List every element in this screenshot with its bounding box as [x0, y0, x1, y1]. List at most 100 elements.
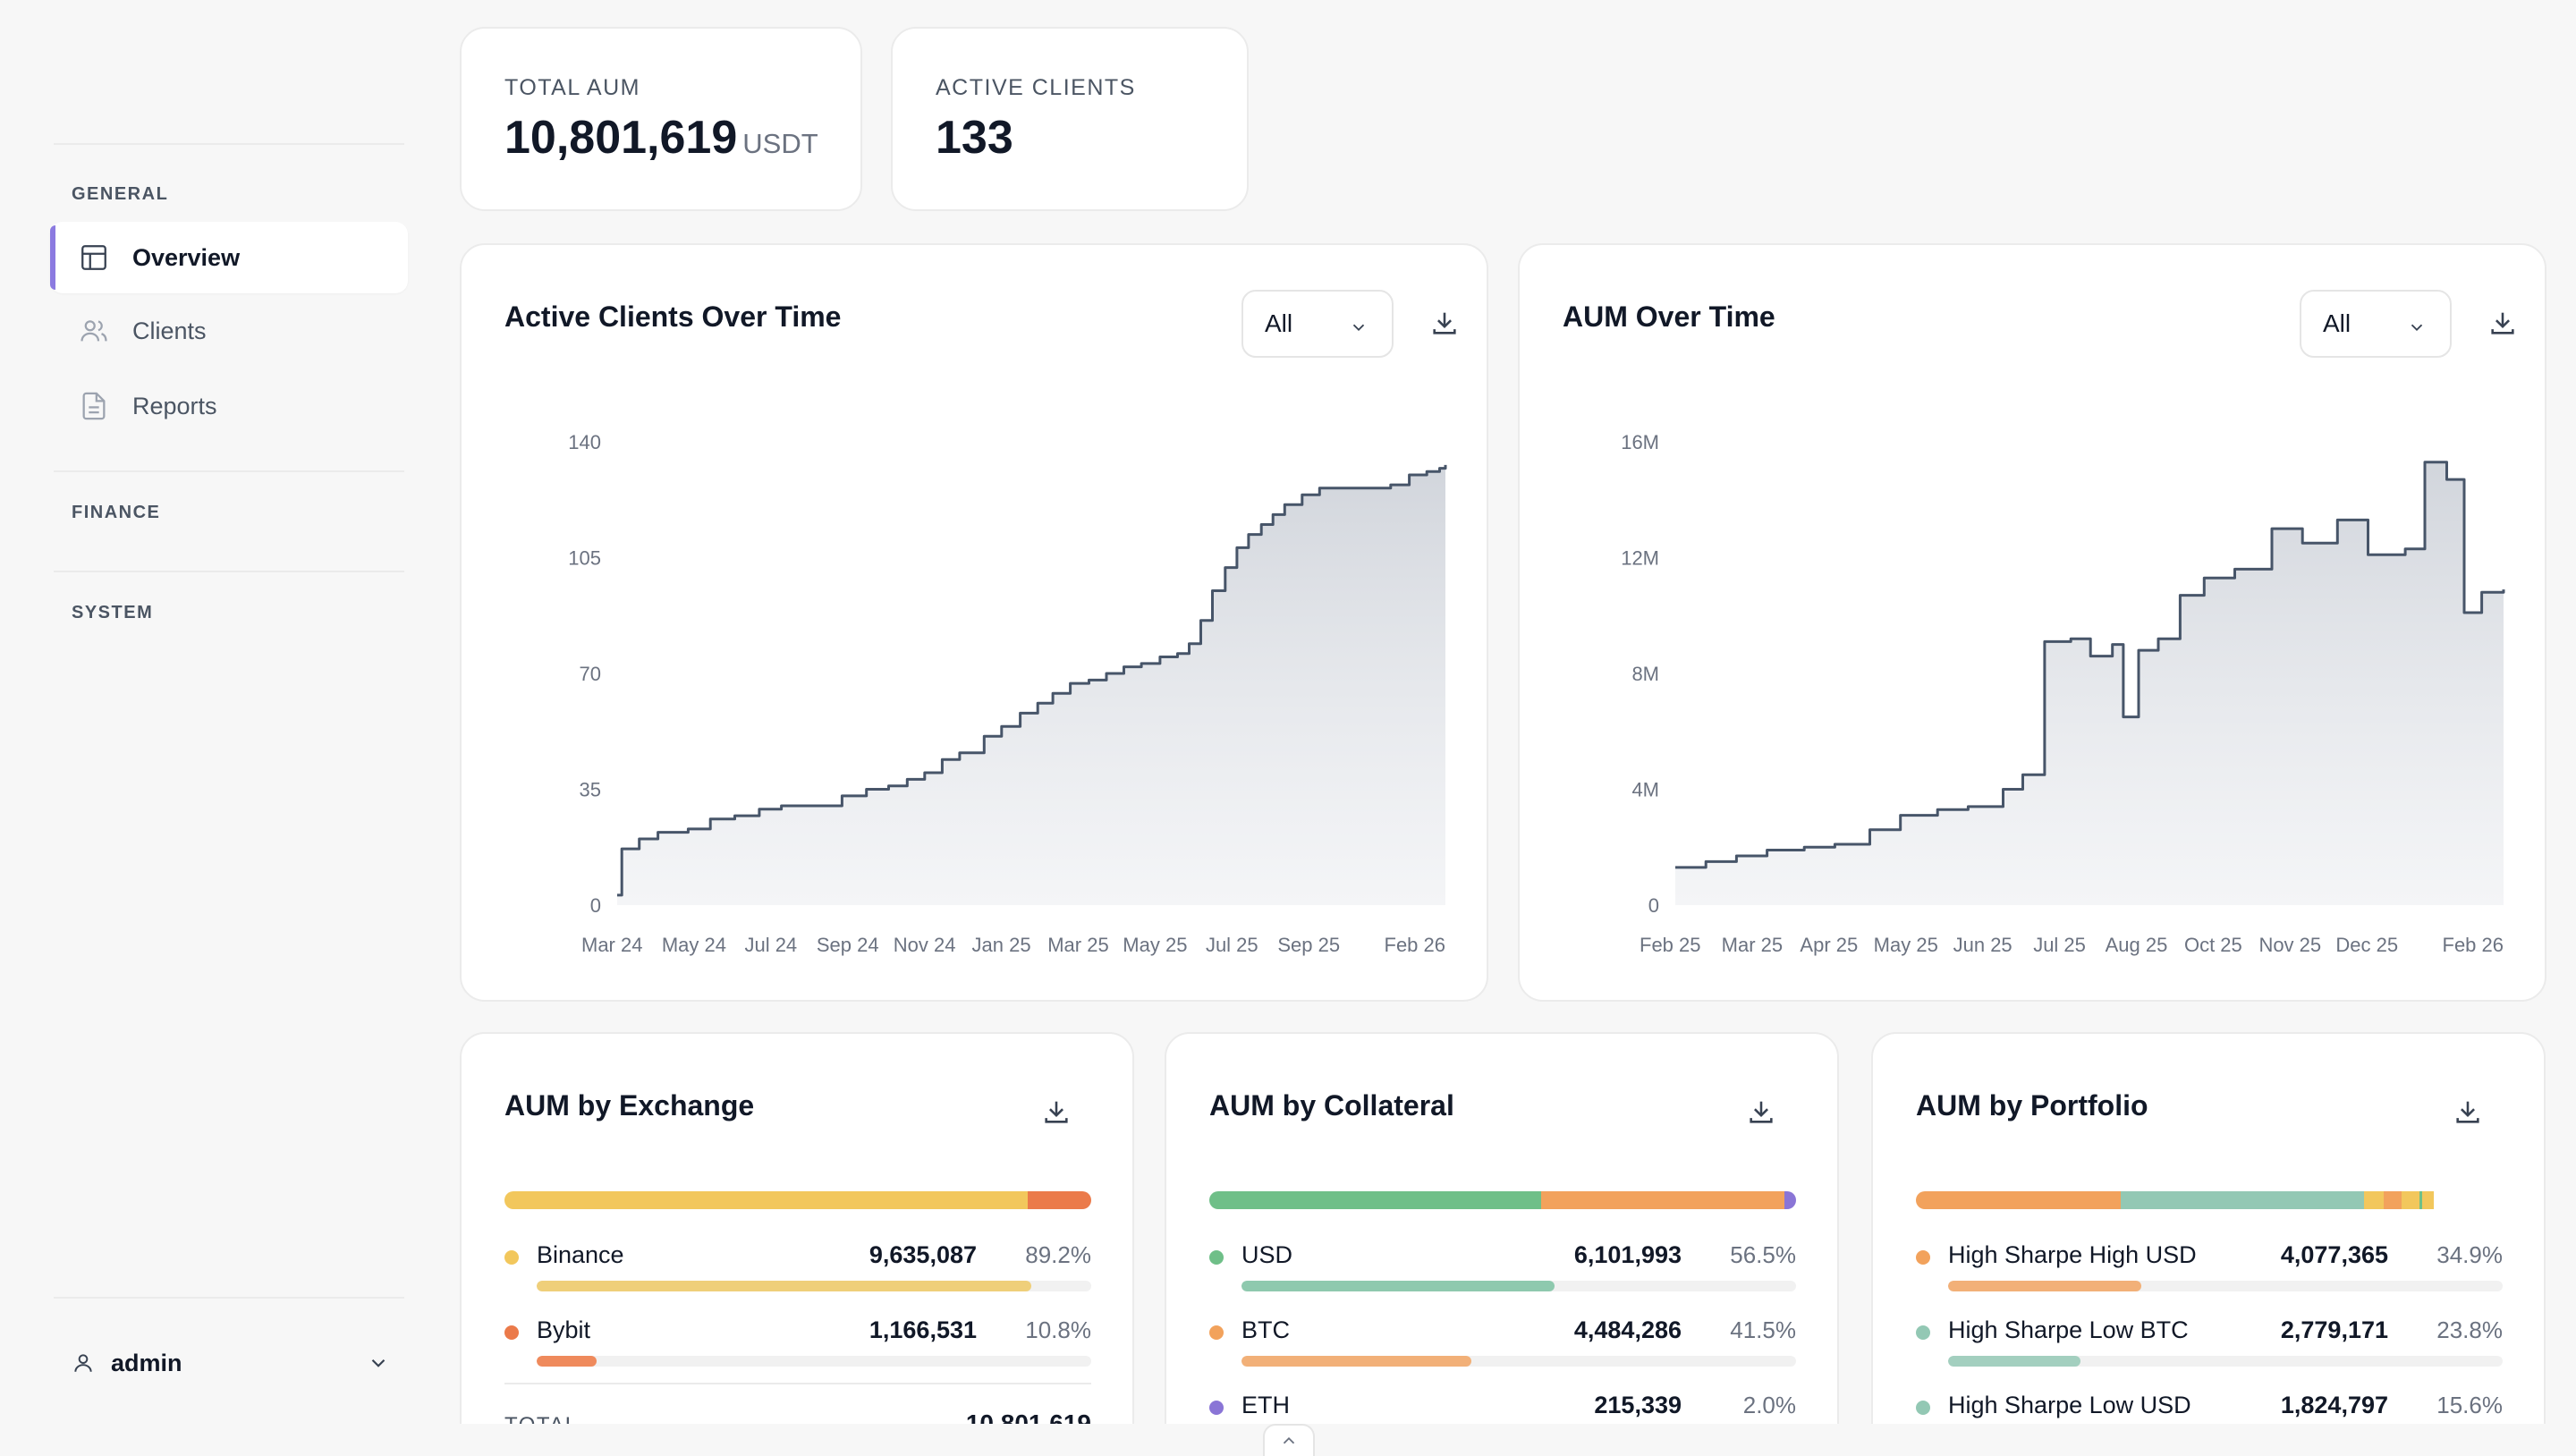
- range-select[interactable]: All: [1241, 290, 1394, 358]
- sidebar-item-reports[interactable]: Reports: [50, 370, 408, 442]
- stacked-share-bar: [1209, 1191, 1796, 1209]
- breakdown-title: AUM by Portfolio: [1916, 1089, 2148, 1122]
- download-icon[interactable]: [2487, 308, 2518, 338]
- chart-title: Active Clients Over Time: [504, 301, 842, 333]
- chart-title: AUM Over Time: [1563, 301, 1775, 333]
- x-tick-label: May 25: [1874, 934, 1938, 956]
- x-tick-label: Mar 25: [1722, 934, 1783, 956]
- share-track: [1948, 1281, 2503, 1291]
- y-tick-label: 140: [568, 431, 601, 453]
- x-tick-label: Sep 25: [1277, 934, 1340, 956]
- row-value: 4,077,365: [2280, 1241, 2388, 1268]
- sidebar-item-clients[interactable]: Clients: [50, 295, 408, 367]
- y-tick-label: 12M: [1621, 547, 1659, 570]
- sidebar-item-label: Clients: [132, 317, 207, 344]
- stack-segment: [2419, 1191, 2423, 1209]
- share-track: [1241, 1281, 1796, 1291]
- share-fill: [1948, 1281, 2142, 1291]
- x-tick-label: Oct 25: [2184, 934, 2242, 956]
- download-icon[interactable]: [2453, 1096, 2483, 1127]
- stack-segment: [504, 1191, 1029, 1209]
- total-divider: [504, 1383, 1091, 1384]
- scroll-top-button[interactable]: [1263, 1424, 1315, 1456]
- series-area: [617, 464, 1445, 905]
- scroll-fade: [438, 1424, 2576, 1456]
- share-fill: [537, 1356, 597, 1367]
- row-value: 215,339: [1594, 1392, 1682, 1418]
- y-tick-label: 16M: [1621, 431, 1659, 453]
- aum-chart: 0 4M 8M 12M 16M Feb 25 Mar 25 Apr 25 May 25 Jun 2…: [1621, 431, 2505, 956]
- row-name: High Sharpe Low USD: [1948, 1392, 2191, 1418]
- share-track: [1948, 1356, 2503, 1367]
- share-fill: [1241, 1356, 1472, 1367]
- breakdown-row: USD 6,101,993 56.5%: [1209, 1238, 1796, 1313]
- kpi-label: TOTAL AUM: [504, 75, 640, 100]
- x-tick-label: May 25: [1123, 934, 1187, 956]
- user-menu[interactable]: admin: [72, 1343, 390, 1383]
- range-select[interactable]: All: [2300, 290, 2452, 358]
- breakdown-title: AUM by Collateral: [1209, 1089, 1454, 1122]
- stacked-share-bar: [504, 1191, 1091, 1209]
- legend-dot: [1209, 1401, 1224, 1415]
- x-tick-label: Jun 25: [1953, 934, 2012, 956]
- kpi-card-active-clients: ACTIVE CLIENTS 133: [891, 27, 1249, 211]
- x-tick-label: Nov 25: [2258, 934, 2321, 956]
- breakdown-row: BTC 4,484,286 41.5%: [1209, 1313, 1796, 1388]
- stack-segment: [2363, 1191, 2385, 1209]
- row-value: 4,484,286: [1573, 1316, 1682, 1343]
- row-name: ETH: [1241, 1392, 1290, 1418]
- y-tick-label: 35: [580, 779, 601, 801]
- chevron-up-icon: [1283, 1436, 1295, 1444]
- active-clients-chart: 0 35 70 105 140 Mar 24 May 24 Jul 24 Sep 24 Nov 2…: [568, 431, 1447, 956]
- stack-segment: [2351, 1191, 2364, 1209]
- breakdown-card-exchange: AUM by Exchange Binance 9,635,087 89.2% Byb…: [460, 1032, 1134, 1456]
- stacked-share-bar: [1916, 1191, 2503, 1209]
- kpi-number: 10,801,619: [504, 112, 738, 164]
- row-name: BTC: [1241, 1316, 1290, 1343]
- row-percent: 23.8%: [2436, 1316, 2503, 1343]
- stack-segment: [1784, 1191, 1796, 1209]
- sidebar-item-label: Overview: [132, 243, 241, 271]
- kpi-value: 133: [936, 112, 1013, 164]
- legend-dot: [1209, 1250, 1224, 1265]
- x-tick-label: Jul 25: [2033, 934, 2086, 956]
- x-tick-label: Feb 26: [2443, 934, 2504, 956]
- sidebar: GENERAL Overview Clients Reports FINANCE…: [0, 0, 438, 1456]
- legend-dot: [1916, 1325, 1930, 1340]
- chart-card-aum: AUM Over Time All 0 4M 8M 12M 16M Feb 25 Mar 2…: [1518, 243, 2546, 1002]
- sidebar-section-system: SYSTEM: [72, 603, 154, 622]
- y-tick-label: 8M: [1631, 663, 1659, 685]
- download-icon[interactable]: [1746, 1096, 1776, 1127]
- sidebar-divider: [54, 1297, 404, 1299]
- row-name: Binance: [537, 1241, 624, 1268]
- share-track: [1241, 1356, 1796, 1367]
- kpi-value: 10,801,619 USDT: [504, 111, 818, 165]
- row-value: 9,635,087: [869, 1241, 977, 1268]
- share-fill: [537, 1281, 1032, 1291]
- stack-segment: [2384, 1191, 2402, 1209]
- download-icon[interactable]: [1429, 308, 1460, 338]
- kpi-unit: USDT: [742, 128, 818, 159]
- stack-segment: [1209, 1191, 1541, 1209]
- row-percent: 34.9%: [2436, 1241, 2503, 1268]
- y-tick-label: 4M: [1631, 779, 1659, 801]
- y-tick-label: 105: [568, 547, 601, 570]
- x-tick-label: Jul 24: [744, 934, 797, 956]
- row-percent: 56.5%: [1730, 1241, 1796, 1268]
- row-name: High Sharpe High USD: [1948, 1241, 2197, 1268]
- breakdown-row: High Sharpe High USD 4,077,365 34.9%: [1916, 1238, 2503, 1313]
- x-tick-label: Mar 24: [581, 934, 642, 956]
- series-area: [1675, 461, 2504, 905]
- row-percent: 89.2%: [1025, 1241, 1091, 1268]
- download-icon[interactable]: [1041, 1096, 1072, 1127]
- share-fill: [1241, 1281, 1555, 1291]
- sidebar-section-general: GENERAL: [72, 184, 169, 204]
- x-tick-label: Jan 25: [972, 934, 1031, 956]
- row-name: USD: [1241, 1241, 1293, 1268]
- x-tick-label: Feb 26: [1385, 934, 1446, 956]
- sidebar-item-overview[interactable]: Overview: [50, 222, 408, 293]
- chart-card-active-clients: Active Clients Over Time All 0 35 70 105 140…: [460, 243, 1488, 1002]
- share-track: [537, 1356, 1091, 1367]
- share-fill: [1948, 1356, 2080, 1367]
- user-name: admin: [111, 1349, 182, 1376]
